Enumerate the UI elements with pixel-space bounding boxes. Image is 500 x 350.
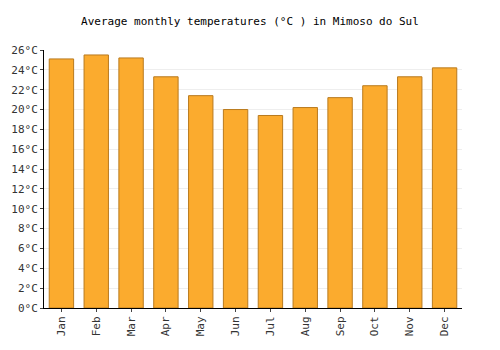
svg-text:20°C: 20°C <box>11 103 38 116</box>
svg-text:Average monthly temperatures (: Average monthly temperatures (°C ) in Mi… <box>81 15 419 28</box>
svg-text:8°C: 8°C <box>18 222 38 235</box>
svg-text:0°C: 0°C <box>18 302 38 315</box>
svg-text:Oct: Oct <box>368 316 381 336</box>
svg-text:12°C: 12°C <box>11 183 38 196</box>
svg-text:Jun: Jun <box>229 316 242 336</box>
svg-text:26°C: 26°C <box>11 44 38 57</box>
svg-text:14°C: 14°C <box>11 163 38 176</box>
svg-text:Sep: Sep <box>334 316 347 336</box>
svg-text:2°C: 2°C <box>18 282 38 295</box>
svg-text:Jul: Jul <box>264 316 277 336</box>
svg-text:Mar: Mar <box>125 316 138 336</box>
svg-text:24°C: 24°C <box>11 64 38 77</box>
svg-text:Apr: Apr <box>159 316 172 336</box>
svg-text:Dec: Dec <box>438 316 451 336</box>
svg-text:Nov: Nov <box>403 316 416 336</box>
svg-text:6°C: 6°C <box>18 242 38 255</box>
svg-text:May: May <box>194 316 207 336</box>
svg-text:10°C: 10°C <box>11 203 38 216</box>
svg-text:Jan: Jan <box>55 316 68 336</box>
svg-text:4°C: 4°C <box>18 262 38 275</box>
svg-text:18°C: 18°C <box>11 123 38 136</box>
svg-text:16°C: 16°C <box>11 143 38 156</box>
svg-text:Aug: Aug <box>299 316 312 336</box>
svg-text:22°C: 22°C <box>11 84 38 97</box>
svg-text:Feb: Feb <box>90 316 103 336</box>
